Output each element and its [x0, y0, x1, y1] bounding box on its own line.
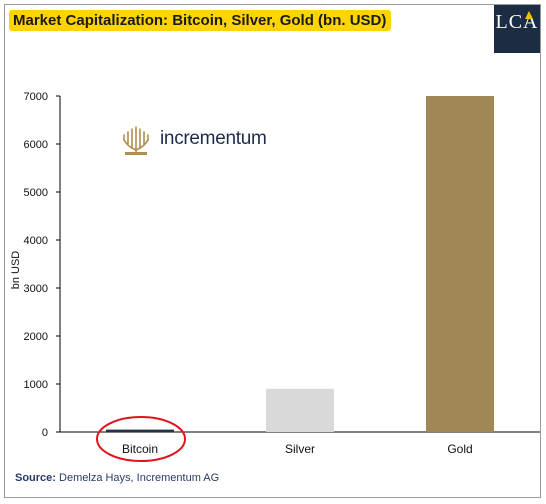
incrementum-logo-text: incrementum — [160, 128, 267, 149]
lca-triangle-icon — [525, 11, 533, 19]
y-tick-label: 7000 — [24, 91, 48, 103]
bar-bitcoin — [106, 429, 174, 432]
y-tick-label: 3000 — [24, 283, 48, 295]
source-text: Demelza Hays, Incrementum AG — [59, 472, 220, 484]
bitcoin-highlight-circle — [96, 416, 186, 462]
source-note: Source: Demelza Hays, Incrementum AG — [15, 472, 219, 484]
lca-logo: LCA — [494, 5, 540, 53]
x-tick-label-silver: Silver — [285, 442, 315, 456]
incrementum-tree-icon — [123, 126, 149, 155]
y-tick-label: 4000 — [24, 235, 48, 247]
source-label: Source: — [15, 472, 56, 484]
x-tick-label-bitcoin: Bitcoin — [122, 442, 158, 456]
bar-gold — [426, 96, 494, 432]
x-tick-label-gold: Gold — [447, 442, 472, 456]
y-axis-title: bn USD — [10, 251, 22, 290]
y-tick-label: 0 — [42, 427, 48, 439]
y-tick-label: 5000 — [24, 187, 48, 199]
y-tick-label: 1000 — [24, 379, 48, 391]
y-tick-label: 2000 — [24, 331, 48, 343]
chart-title: Market Capitalization: Bitcoin, Silver, … — [9, 10, 392, 31]
y-tick-label: 6000 — [24, 139, 48, 151]
bar-silver — [266, 388, 334, 432]
